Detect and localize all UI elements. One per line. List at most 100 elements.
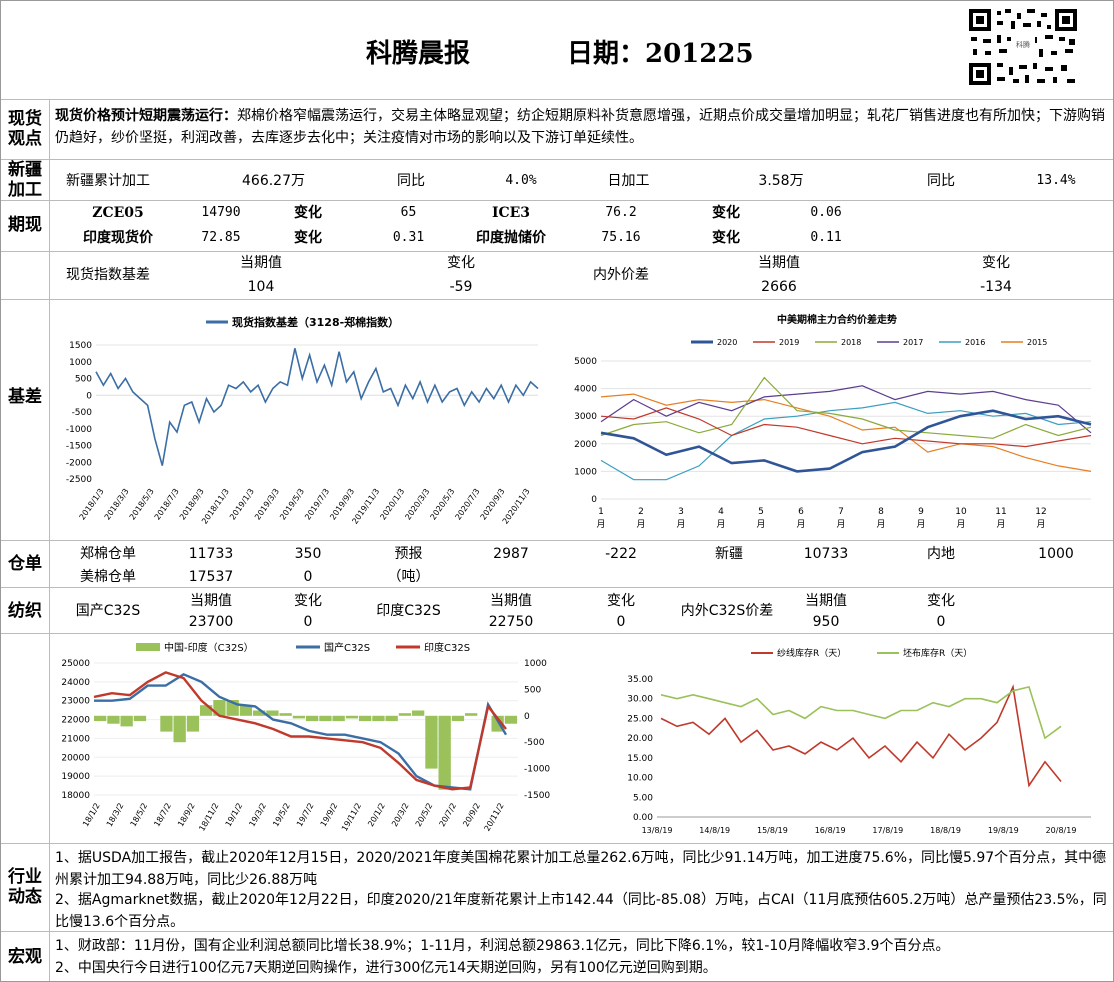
warehouse-label: 仓单 xyxy=(8,554,42,574)
inventory-y-tick: 0.00 xyxy=(633,813,653,823)
india-reserve-value: 75.16 xyxy=(601,230,641,245)
basis-change-value: -59 xyxy=(449,279,473,295)
spread-x-unit: 月 xyxy=(676,519,685,530)
c32s-spread-label: 内外C32S价差 xyxy=(680,603,774,619)
spread-x-unit: 月 xyxy=(636,519,645,530)
c32s-diff-bar xyxy=(292,715,306,719)
domestic-current-label: 当期值 xyxy=(190,593,232,609)
spread-legend-label: 2017 xyxy=(903,338,923,347)
us-receipt-label: 美棉仓单 xyxy=(80,569,136,585)
india-spot-value: 72.85 xyxy=(201,230,241,245)
c32s-x-tick: 20/9/2 xyxy=(461,802,482,829)
india-c32s-value: 22750 xyxy=(488,614,534,630)
xinjiang-cum-label: 新疆累计加工 xyxy=(66,173,150,189)
c32s-x-tick: 18/3/2 xyxy=(105,802,126,829)
spread-current-value: 2666 xyxy=(761,279,797,295)
basis-x-tick: 2019/7/3 xyxy=(303,487,331,522)
basis-x-tick: 2018/1/3 xyxy=(78,487,106,522)
india-current-label: 当期值 xyxy=(490,593,532,609)
ice3-change-value: 0.06 xyxy=(810,205,842,220)
c32s-x-tick: 18/9/2 xyxy=(176,802,197,829)
c32s-chart: 中国-印度（C32S） 国产C32S 印度C32S 25000 24000 23000 2… xyxy=(61,641,550,833)
spread-c32s-current-label: 当期值 xyxy=(805,593,847,609)
xinjiang-label: 新疆加工 xyxy=(8,160,42,200)
ice3-label: ICE3 xyxy=(491,205,531,221)
domestic-c32s-label: 国产C32S xyxy=(75,603,141,619)
c32s-y2-tick: 0 xyxy=(524,712,530,722)
c32s-x-tick: 18/5/2 xyxy=(129,802,150,829)
macro-news-2: 2、中国央行今日进行100亿元7天期逆回购操作，进行300亿元14天期逆回购，另… xyxy=(55,960,717,976)
inland-receipt-value: 1000 xyxy=(1038,546,1074,562)
basis-x-tick: 2019/3/3 xyxy=(253,487,281,522)
spread-x-unit: 月 xyxy=(716,519,725,530)
inventory-x-tick: 14/8/19 xyxy=(699,826,730,835)
spread-x-tick: 8 xyxy=(878,507,884,517)
spread-x-tick: 7 xyxy=(838,507,844,517)
spread-x-tick: 2 xyxy=(638,507,644,517)
inventory-x-tick: 19/8/19 xyxy=(988,826,1019,835)
c32s-y-tick: 21000 xyxy=(61,734,90,744)
c32s-y-tick: 19000 xyxy=(61,772,90,782)
spread-c32s-change-label: 变化 xyxy=(927,593,955,609)
c32s-diff-bar xyxy=(239,705,253,716)
zce05-label: ZCE05 xyxy=(92,205,144,221)
basis-legend-label: 现货指数基差（3128-郑棉指数） xyxy=(232,315,399,329)
c32s-legend-label: 中国-印度（C32S） xyxy=(164,641,254,654)
c32s-diff-bar xyxy=(345,715,359,719)
report-date: 日期：201225 xyxy=(567,39,754,69)
inventory-y-tick: 15.00 xyxy=(627,754,653,764)
zce-receipt-change: 350 xyxy=(294,546,322,562)
c32s-x-tick: 18/1/2 xyxy=(81,802,102,829)
spread-x-tick: 10 xyxy=(955,507,967,517)
basis-y-tick: -2500 xyxy=(66,475,92,485)
basis-y-tick: -1000 xyxy=(66,425,92,435)
c32s-diff-bar xyxy=(173,715,186,743)
spread-x-tick: 9 xyxy=(918,507,924,517)
spread-y-tick: 1000 xyxy=(574,467,597,477)
ice3-value: 76.2 xyxy=(605,205,637,220)
c32s-y-tick: 25000 xyxy=(61,659,90,669)
spread-y-tick: 4000 xyxy=(574,385,597,395)
spread-legend-label: 2018 xyxy=(841,338,861,347)
spread-x-unit: 月 xyxy=(956,519,965,530)
spread-x-tick: 11 xyxy=(995,507,1006,517)
zce-receipt-label: 郑棉仓单 xyxy=(80,546,136,562)
india-reserve-label: 印度抛储价 xyxy=(476,230,546,246)
inventory-x-tick: 17/8/19 xyxy=(872,826,903,835)
spread-x-unit: 月 xyxy=(796,519,805,530)
c32s-diff-bar xyxy=(385,715,398,722)
c32s-y-tick: 23000 xyxy=(61,697,90,707)
c32s-x-tick: 20/11/2 xyxy=(483,802,506,833)
basis-current-value: 104 xyxy=(247,279,275,295)
c32s-diff-bar xyxy=(332,715,345,722)
basis-chart: 现货指数基差（3128-郑棉指数） 1500 1000 500 0 -500 -1000 -… xyxy=(66,315,539,526)
c32s-y2-tick: 500 xyxy=(524,685,541,695)
spread-legend-label: 2016 xyxy=(965,338,985,347)
c32s-x-tick: 20/3/2 xyxy=(390,802,411,829)
basis-y-tick: 1500 xyxy=(69,341,92,351)
basis-change-label: 变化 xyxy=(447,255,475,271)
c32s-diff-bar xyxy=(372,715,385,722)
ice3-change-label: 变化 xyxy=(712,205,740,221)
spread-x-unit: 月 xyxy=(996,519,1005,530)
spread-x-tick: 12 xyxy=(1035,507,1046,517)
inventory-x-tick: 18/8/19 xyxy=(930,826,961,835)
basis-x-tick: 2018/5/3 xyxy=(128,487,156,522)
daily-processing-value: 3.58万 xyxy=(758,173,804,189)
xinjiang-cum-value: 466.27万 xyxy=(242,173,305,189)
c32s-diff-bar xyxy=(398,713,412,716)
c32s-diff-bar xyxy=(451,715,465,722)
qr-caption: 科腾 xyxy=(1016,41,1030,49)
c32s-y-tick: 20000 xyxy=(61,753,90,763)
spread-change-value: -134 xyxy=(980,279,1012,295)
qr-code[interactable]: 科腾 xyxy=(967,7,1079,87)
c32s-diff-bar xyxy=(438,715,451,790)
spread-x-unit: 月 xyxy=(756,519,765,530)
spread-x-unit: 月 xyxy=(836,519,845,530)
c32s-y-tick: 22000 xyxy=(61,716,90,726)
industry-label: 行业动态 xyxy=(8,867,42,907)
unit-ton: （吨） xyxy=(387,569,430,585)
spread-label: 内外价差 xyxy=(593,267,649,283)
spot-label: 现货观点 xyxy=(8,109,42,149)
